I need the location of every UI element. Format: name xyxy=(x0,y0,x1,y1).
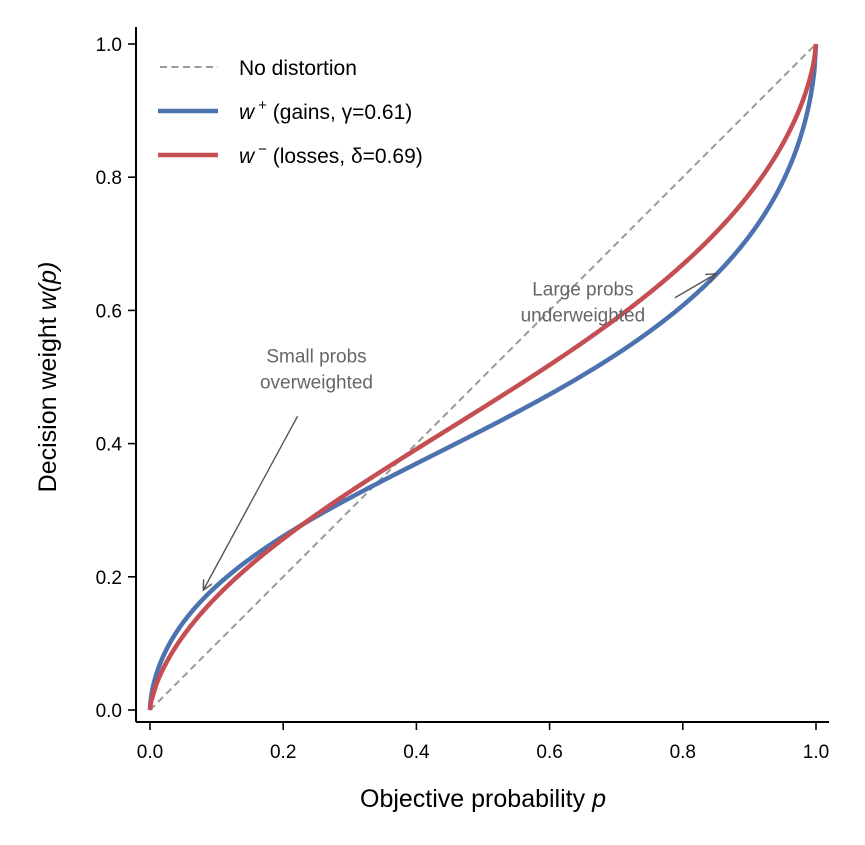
x-ticks: 0.0 0.2 0.4 0.6 0.8 1.0 xyxy=(137,722,829,763)
legend-entry-no-distortion: No distortion xyxy=(160,57,357,80)
annotation-arrow xyxy=(203,415,299,590)
y-tick-label: 0.4 xyxy=(96,435,123,456)
annotation-text: Large probs xyxy=(532,280,633,301)
y-tick-label: 0.2 xyxy=(96,568,122,589)
annotation-text: Small probs xyxy=(266,346,366,367)
legend-label-losses: w − (losses, δ=0.69) xyxy=(239,141,423,168)
legend-entry-gains: w + (gains, γ=0.61) xyxy=(158,97,412,124)
y-tick-label: 0.8 xyxy=(96,168,122,189)
annotations: Small probs overweighted Large probs underw… xyxy=(203,274,716,590)
y-tick-label: 0.6 xyxy=(96,301,122,322)
annotation-arrow xyxy=(674,274,716,299)
x-tick-label: 0.2 xyxy=(270,742,296,763)
x-tick-label: 0.0 xyxy=(137,742,163,763)
legend-label-no-distortion: No distortion xyxy=(239,57,357,80)
annotation-text: underweighted xyxy=(521,306,646,327)
x-tick-label: 0.8 xyxy=(670,742,696,763)
series-layer xyxy=(147,43,819,711)
x-axis-label: Objective probability p xyxy=(360,785,606,813)
y-ticks: 0.0 0.2 0.4 0.6 0.8 1.0 xyxy=(96,35,136,722)
series-line-losses xyxy=(147,43,819,711)
annotation-text: overweighted xyxy=(260,372,373,393)
y-tick-label: 1.0 xyxy=(96,35,122,56)
legend-label-gains: w + (gains, γ=0.61) xyxy=(239,97,412,124)
legend-entry-losses: w − (losses, δ=0.69) xyxy=(158,141,423,168)
y-axis-label: Decision weight w(p) xyxy=(34,262,62,493)
series-line-gains xyxy=(147,43,819,711)
annotation-small-probs: Small probs overweighted xyxy=(203,346,373,590)
annotation-large-probs: Large probs underweighted xyxy=(521,274,717,327)
x-tick-label: 0.4 xyxy=(403,742,430,763)
y-tick-label: 0.0 xyxy=(96,701,122,722)
x-tick-label: 0.6 xyxy=(536,742,562,763)
legend: No distortion w + (gains, γ=0.61) w − (los… xyxy=(158,57,423,168)
x-tick-label: 1.0 xyxy=(803,742,829,763)
series-line-no-distortion xyxy=(149,43,817,711)
